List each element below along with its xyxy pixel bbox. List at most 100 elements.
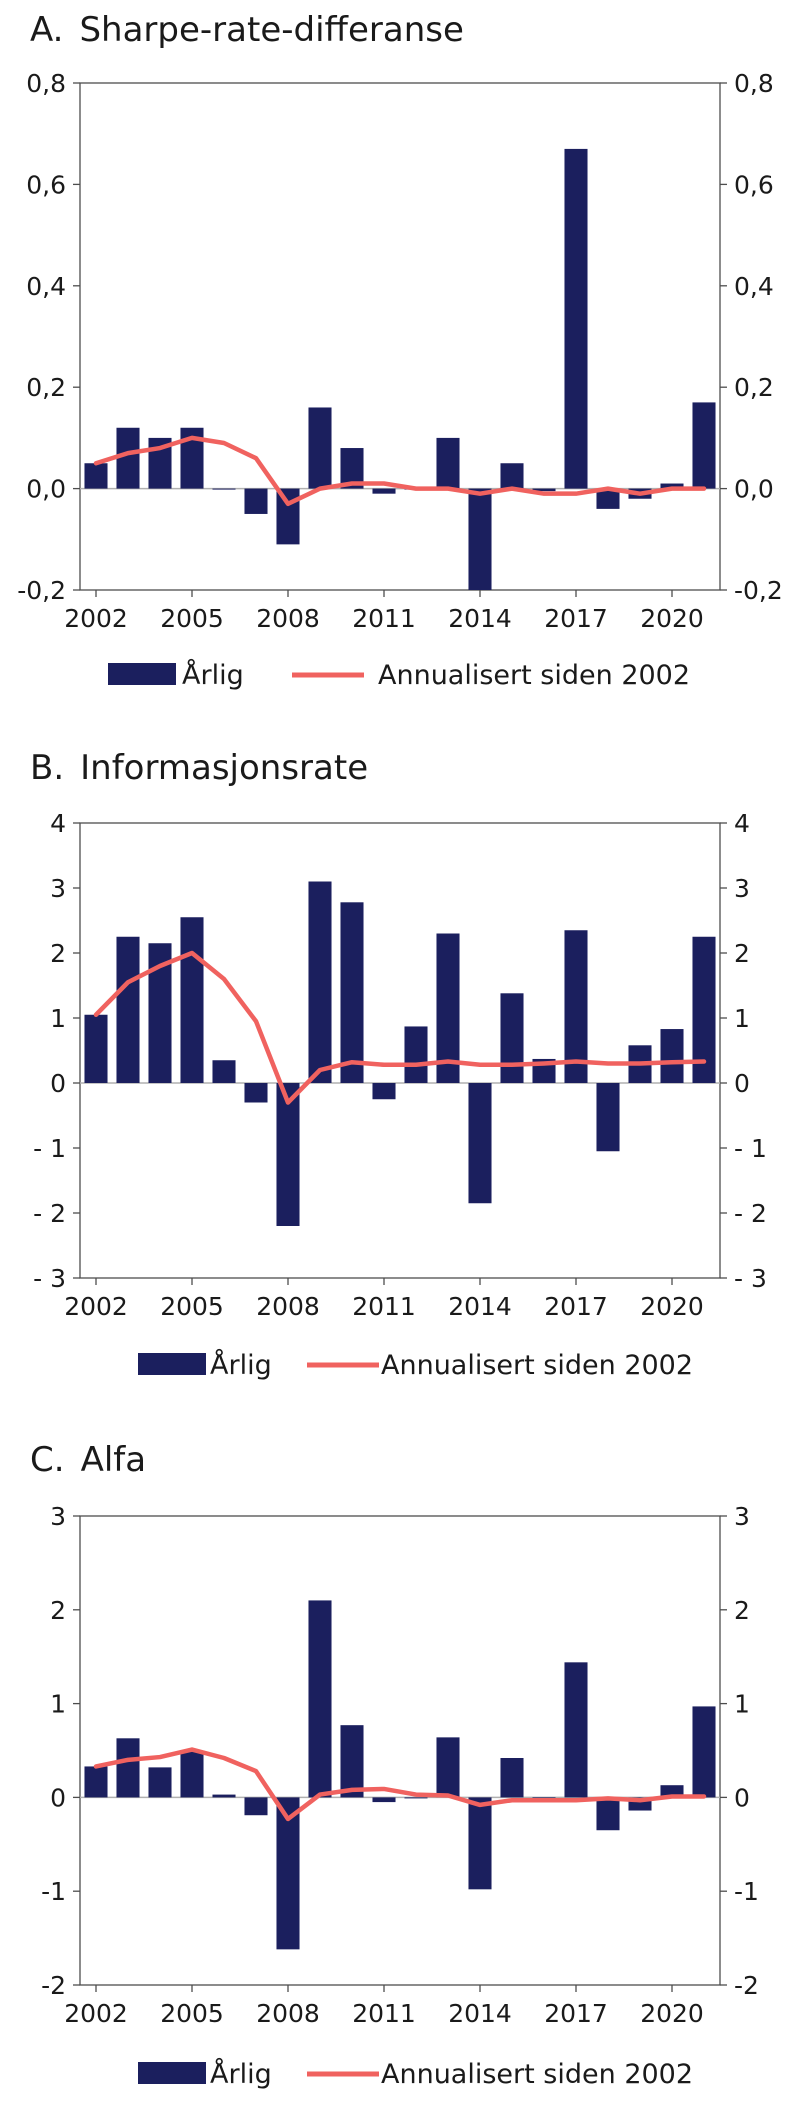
bar xyxy=(404,1797,428,1799)
bar xyxy=(308,1600,332,1798)
x-tick-label: 2020 xyxy=(640,1292,704,1321)
bar xyxy=(532,1797,556,1799)
y-tick-label-right: - 2 xyxy=(734,1199,767,1228)
x-tick-label: 2011 xyxy=(352,1292,416,1321)
x-tick-label: 2002 xyxy=(64,1292,128,1321)
bar xyxy=(436,437,460,489)
bar xyxy=(372,1083,396,1100)
x-tick-label: 2008 xyxy=(256,1999,320,2028)
bar xyxy=(148,943,172,1083)
x-tick-label: 2002 xyxy=(64,604,128,633)
bar xyxy=(692,936,716,1083)
panel-title: A. Sharpe-rate-differanse xyxy=(30,10,464,50)
y-tick-label-right: 2 xyxy=(734,939,750,968)
y-tick-label-left: 0,0 xyxy=(26,475,66,504)
y-tick-label-right: - 1 xyxy=(734,1134,767,1163)
annualized-line xyxy=(93,950,707,1105)
y-tick-label-right: 0,8 xyxy=(734,69,774,98)
y-tick-label-left: 1 xyxy=(50,1690,66,1719)
y-tick-label-left: -2 xyxy=(41,1971,66,2000)
bar xyxy=(596,1083,620,1152)
chart-title: Alfa xyxy=(80,1440,147,1480)
y-tick-label-left: -0,2 xyxy=(17,576,66,605)
y-tick-label-right: 0,6 xyxy=(734,170,774,199)
x-tick-label: 2020 xyxy=(640,604,704,633)
bar xyxy=(308,407,332,489)
bar xyxy=(468,1797,492,1890)
bar xyxy=(564,1662,588,1798)
panel-b: B. Informasjonsrate - 3 - 3 - 2 - 2 - 1 - 1 0 0 1… xyxy=(30,748,767,1381)
bar xyxy=(212,1060,236,1083)
x-tick-label: 2008 xyxy=(256,1292,320,1321)
bar xyxy=(372,1797,396,1803)
bar xyxy=(244,1797,268,1816)
x-tick-label: 2005 xyxy=(160,1999,224,2028)
bar xyxy=(84,463,108,489)
y-tick-label-right: 0,0 xyxy=(734,475,774,504)
bar xyxy=(468,1083,492,1204)
x-tick-label: 2014 xyxy=(448,1999,512,2028)
bar xyxy=(84,1766,108,1798)
plot-frame xyxy=(79,82,721,591)
chart-sharpe-rate: -0,2 -0,2 0,0 0,0 0,2 0,2 0,4 0,4 0,6 0,6 0,8 0,8 20… xyxy=(17,69,783,691)
y-tick-label-right: -1 xyxy=(734,1877,759,1906)
y-tick-label-left: - 1 xyxy=(33,1134,66,1163)
y-tick-label-right: 0,4 xyxy=(734,272,774,301)
legend-line-label: Annualisert siden 2002 xyxy=(381,2059,693,2090)
x-tick-label: 2020 xyxy=(640,1999,704,2028)
bar xyxy=(436,933,460,1083)
bar xyxy=(116,1738,140,1798)
x-tick-label: 2017 xyxy=(544,604,608,633)
x-tick-label: 2017 xyxy=(544,1292,608,1321)
bar xyxy=(596,1797,620,1831)
legend-bar-swatch xyxy=(138,2062,206,2084)
bar xyxy=(180,427,204,489)
bar xyxy=(148,1767,172,1798)
y-tick-label-left: 0,6 xyxy=(26,170,66,199)
panel-title: C. Alfa xyxy=(30,1440,146,1480)
bar xyxy=(180,1750,204,1798)
y-tick-label-left: - 2 xyxy=(33,1199,66,1228)
bar xyxy=(660,1029,684,1083)
bar xyxy=(276,1797,300,1950)
chart-informasjonsrate: - 3 - 3 - 2 - 2 - 1 - 1 0 0 1 1 2 2 3 3 4 4 2002 2005 2008… xyxy=(33,809,767,1381)
x-tick-label: 2017 xyxy=(544,1999,608,2028)
bar xyxy=(564,148,588,489)
bar xyxy=(308,881,332,1083)
bar xyxy=(212,488,236,490)
x-tick-label: 2008 xyxy=(256,604,320,633)
bar xyxy=(340,902,364,1083)
bar xyxy=(500,993,524,1083)
x-tick-label: 2011 xyxy=(352,1999,416,2028)
x-tick-label: 2014 xyxy=(448,1292,512,1321)
panel-letter: C. xyxy=(30,1440,65,1480)
bar xyxy=(500,1758,524,1798)
y-tick-label-right: 0 xyxy=(734,1069,750,1098)
y-tick-label-right: 0,2 xyxy=(734,373,774,402)
bar xyxy=(404,1026,428,1083)
plot-frame xyxy=(79,1515,721,1986)
bar xyxy=(692,1706,716,1798)
y-tick-label-left: 0,4 xyxy=(26,272,66,301)
y-tick-label-right: 1 xyxy=(734,1690,750,1719)
x-tick-label: 2005 xyxy=(160,604,224,633)
annualized-line xyxy=(93,1747,707,1822)
x-tick-label: 2005 xyxy=(160,1292,224,1321)
y-tick-label-left: - 3 xyxy=(33,1264,66,1293)
y-tick-label-left: 4 xyxy=(50,809,66,838)
y-tick-label-left: 0 xyxy=(50,1783,66,1812)
y-tick-label-right: 4 xyxy=(734,809,750,838)
bar xyxy=(116,427,140,489)
bar xyxy=(564,930,588,1083)
legend-bar-label: Årlig xyxy=(210,2058,272,2090)
legend-bar-label: Årlig xyxy=(182,659,244,691)
y-tick-label-right: 3 xyxy=(734,874,750,903)
y-tick-label-right: 3 xyxy=(734,1502,750,1531)
y-tick-label-left: 2 xyxy=(50,1596,66,1625)
bar xyxy=(244,1083,268,1103)
y-tick-label-right: 0 xyxy=(734,1783,750,1812)
panel-letter: A. xyxy=(30,10,64,50)
plot-frame xyxy=(79,822,721,1279)
bar xyxy=(692,402,716,489)
